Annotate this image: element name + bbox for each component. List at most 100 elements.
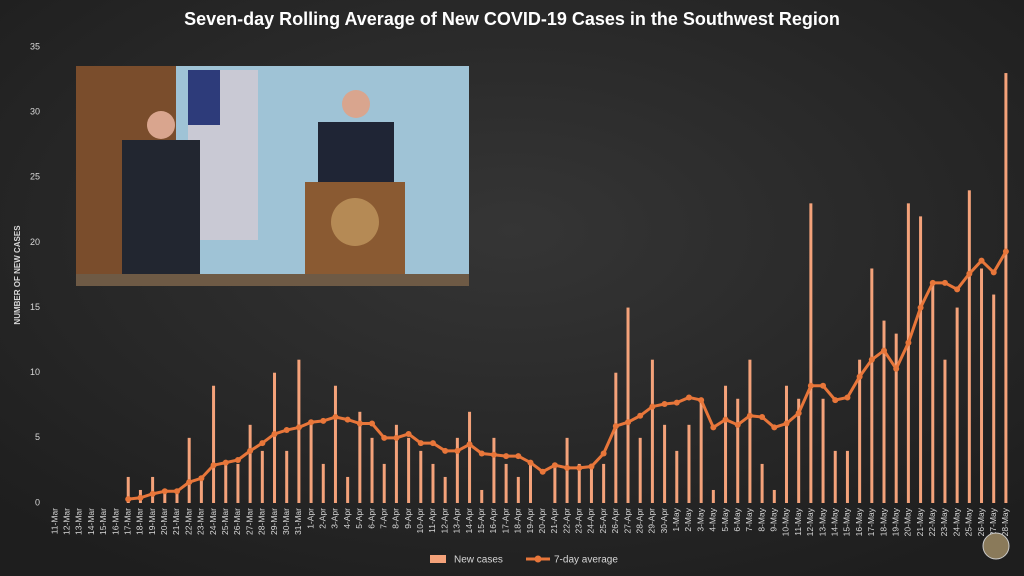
- line-point: [320, 417, 327, 424]
- person-right: [318, 122, 394, 192]
- x-tick-label: 19-May: [890, 507, 900, 536]
- x-tick-label: 18-Mar: [135, 508, 145, 535]
- x-tick-label: 6-Apr: [366, 508, 376, 529]
- y-tick-label: 15: [30, 302, 40, 312]
- bar: [772, 489, 776, 503]
- line-point: [381, 434, 388, 441]
- line-point: [454, 447, 461, 454]
- floor: [76, 274, 469, 286]
- x-tick-label: 12-Mar: [62, 508, 72, 535]
- line-point: [490, 451, 497, 458]
- line-point: [405, 430, 412, 437]
- bar: [224, 463, 228, 503]
- bar: [784, 385, 788, 503]
- bar: [516, 476, 520, 503]
- line-point: [612, 423, 619, 430]
- x-tick-label: 15-Mar: [98, 508, 108, 535]
- bar: [1004, 73, 1008, 504]
- bar: [919, 216, 923, 503]
- x-tick-label: 11-May: [793, 507, 803, 535]
- person-left: [122, 140, 200, 275]
- y-tick-label: 35: [30, 41, 40, 51]
- x-tick-label: 8-Apr: [391, 508, 401, 529]
- bar: [394, 424, 398, 503]
- x-tick-label: 23-Mar: [196, 508, 206, 535]
- line-point: [515, 453, 522, 460]
- bar: [309, 424, 313, 503]
- bar: [858, 359, 862, 503]
- x-tick-label: 13-May: [817, 507, 827, 536]
- line-point: [832, 397, 839, 404]
- bar: [468, 411, 472, 503]
- x-tick-label: 2-Apr: [318, 508, 328, 529]
- bar: [821, 398, 825, 503]
- x-tick-label: 31-Mar: [293, 508, 303, 535]
- line-point: [332, 414, 339, 421]
- bar: [711, 489, 715, 503]
- bar: [321, 463, 325, 503]
- x-tick-label: 27-Apr: [622, 508, 632, 534]
- bar: [809, 203, 813, 504]
- line-point: [1002, 248, 1009, 255]
- flag-canton: [188, 70, 220, 125]
- x-tick-label: 20-Apr: [537, 508, 547, 534]
- x-tick-label: 25-May: [964, 507, 974, 536]
- line-point: [503, 453, 510, 460]
- bar: [602, 463, 606, 503]
- bar: [650, 359, 654, 503]
- x-tick-label: 12-Apr: [439, 508, 449, 534]
- x-tick-label: 20-Mar: [159, 508, 169, 535]
- x-tick-label: 17-May: [866, 507, 876, 536]
- line-point: [429, 440, 436, 447]
- x-tick-label: 30-Mar: [281, 508, 291, 535]
- line-point: [978, 257, 985, 264]
- x-tick-label: 21-May: [915, 507, 925, 536]
- y-tick-label: 25: [30, 172, 40, 182]
- bar: [577, 463, 581, 503]
- line-point: [466, 441, 473, 448]
- y-tick-label: 5: [35, 432, 40, 442]
- bar: [492, 437, 496, 503]
- line-point: [637, 412, 644, 419]
- chart-title: Seven-day Rolling Average of New COVID-1…: [184, 9, 840, 29]
- line-point: [820, 382, 827, 389]
- line-point: [295, 424, 302, 431]
- person-left-head: [147, 111, 175, 139]
- bar: [419, 450, 423, 503]
- bar: [724, 385, 728, 503]
- x-tick-label: 2-May: [683, 507, 693, 531]
- bar: [126, 476, 130, 503]
- line-point: [698, 397, 705, 404]
- x-tick-label: 28-Apr: [634, 508, 644, 534]
- x-tick-label: 26-Apr: [610, 508, 620, 534]
- x-tick-label: 16-May: [854, 507, 864, 536]
- x-tick-label: 26-May: [976, 507, 986, 536]
- line-point: [734, 421, 741, 428]
- x-tick-label: 7-Apr: [378, 508, 388, 529]
- x-tick-label: 21-Mar: [171, 508, 181, 535]
- bar: [480, 489, 484, 503]
- line-point: [625, 419, 632, 426]
- bar: [906, 203, 910, 504]
- bar: [760, 463, 764, 503]
- bar: [980, 268, 984, 503]
- y-tick-label: 0: [35, 497, 40, 507]
- x-tick-label: 22-Mar: [183, 508, 193, 535]
- x-tick-label: 9-Apr: [403, 508, 413, 529]
- person-right-head: [342, 90, 370, 118]
- x-tick-label: 24-Apr: [586, 508, 596, 534]
- x-tick-label: 13-Apr: [452, 508, 462, 534]
- line-point: [576, 464, 583, 471]
- x-tick-label: 28-May: [1000, 507, 1010, 536]
- x-tick-label: 5-Apr: [354, 508, 364, 529]
- line-point: [759, 414, 766, 421]
- bar: [553, 463, 557, 503]
- bar: [175, 489, 179, 503]
- x-tick-label: 3-May: [695, 507, 705, 531]
- bar: [870, 268, 874, 503]
- line-point: [259, 440, 266, 447]
- x-tick-label: 18-May: [878, 507, 888, 536]
- x-tick-label: 26-Mar: [232, 508, 242, 535]
- y-tick-label: 20: [30, 237, 40, 247]
